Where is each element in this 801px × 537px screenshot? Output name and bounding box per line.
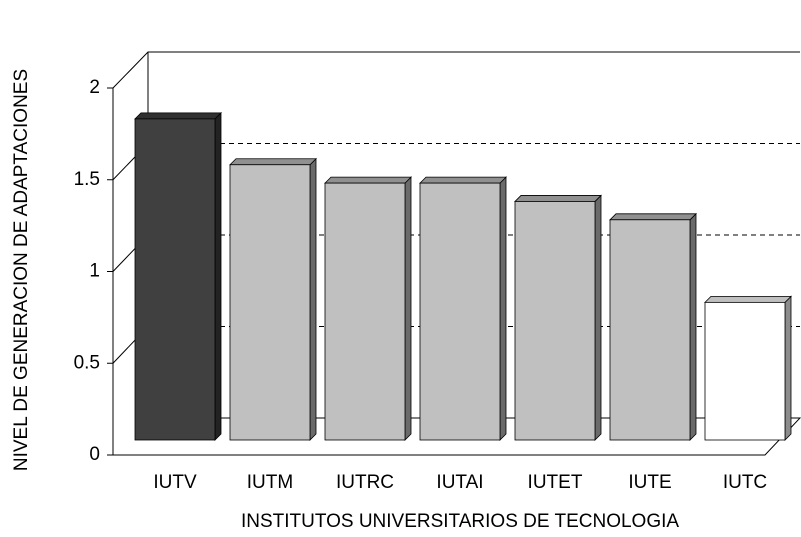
x-tick-label: IUTM: [247, 472, 293, 493]
bar: [134, 118, 216, 441]
x-tick-label: IUTE: [628, 472, 671, 493]
bar-side: [499, 176, 507, 441]
bar-side: [784, 295, 792, 441]
x-axis-title: INSTITUTOS UNIVERSITARIOS DE TECNOLOGIA: [241, 511, 679, 532]
bar: [229, 164, 311, 441]
y-tick-label: 0.5: [74, 352, 100, 373]
x-tick-label: IUTAI: [436, 472, 483, 493]
bar: [514, 201, 596, 441]
bar: [419, 182, 501, 441]
bar-top: [229, 158, 317, 166]
y-tick-label: 2: [89, 77, 100, 98]
x-tick-label: IUTV: [153, 472, 197, 493]
bar-top: [704, 295, 792, 303]
bar-top: [514, 195, 602, 202]
x-tick-label: IUTET: [528, 472, 583, 493]
bar-top: [609, 213, 697, 221]
x-tick-label: IUTRC: [336, 472, 394, 493]
bar-top: [419, 176, 507, 184]
x-tick-label: IUTC: [723, 472, 767, 493]
y-tick-label: 1: [89, 261, 100, 282]
bar-top: [134, 112, 222, 120]
bar: [704, 301, 786, 441]
y-axis-title: NIVEL DE GENERACION DE ADAPTACIONES: [11, 69, 32, 471]
bar: [324, 182, 406, 441]
bar: [609, 219, 691, 441]
bar-side: [689, 212, 697, 441]
bar-side: [404, 176, 412, 441]
bar-side: [309, 157, 317, 441]
y-tick-label: 0: [89, 444, 100, 465]
bar-top: [324, 176, 412, 184]
bar-side: [214, 111, 222, 441]
y-tick-label: 1.5: [74, 169, 100, 190]
bar-side: [594, 194, 602, 441]
